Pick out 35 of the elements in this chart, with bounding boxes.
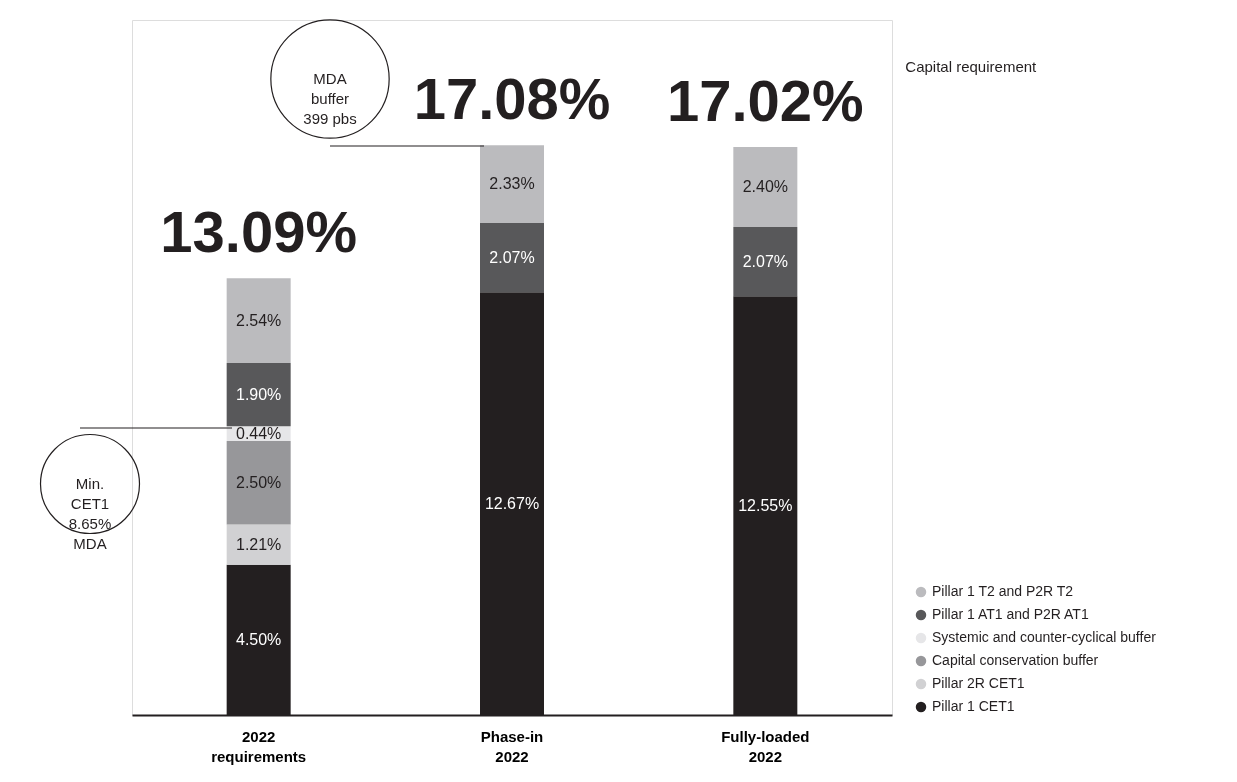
data-label: 12.55% <box>738 496 793 514</box>
total-label: 17.02% <box>666 68 864 133</box>
bar <box>226 524 291 565</box>
x-tick-label: 2022 requirements <box>211 727 307 765</box>
bar <box>480 223 544 293</box>
data-label: 2.54% <box>235 311 282 329</box>
text: Capital requirement <box>905 58 1038 75</box>
text: Min. CET1 8.65% MDA <box>68 475 112 552</box>
x-tick-label: Phase-in 2022 <box>480 727 544 765</box>
data-label: 2.40% <box>742 178 789 196</box>
data-label: 1.21% <box>235 535 282 553</box>
legend-label: Systemic and counter-cyclical buffer <box>932 629 1157 645</box>
data-label: 2.07% <box>742 252 789 270</box>
total-label: 17.08% <box>413 66 611 132</box>
x-tick-label: Fully-loaded 2022 <box>721 727 810 765</box>
bar <box>733 227 798 297</box>
bar <box>226 278 291 363</box>
data-label: 2.07% <box>489 248 535 266</box>
text: MDA buffer 399 pbs <box>303 70 357 127</box>
legend-label: Pillar 1 CET1 <box>932 698 1015 714</box>
bar <box>733 147 798 228</box>
bar <box>480 145 544 224</box>
total-label: 13.09% <box>160 199 358 265</box>
bar <box>226 362 291 427</box>
legend-label: Capital conservation buffer <box>932 652 1099 668</box>
data-label: 12.67% <box>484 494 540 512</box>
data-label: 1.90% <box>235 385 282 403</box>
bar <box>226 441 291 525</box>
data-label: 4.50% <box>235 630 282 648</box>
legend-label: Pillar 1 AT1 and P2R AT1 <box>932 606 1089 622</box>
data-label: 0.44% <box>235 424 282 442</box>
data-label: 2.50% <box>235 473 282 491</box>
legend-label: Pillar 1 T2 and P2R T2 <box>932 583 1074 599</box>
legend-label: Pillar 2R CET1 <box>932 675 1025 691</box>
data-label: 2.33% <box>489 175 535 193</box>
